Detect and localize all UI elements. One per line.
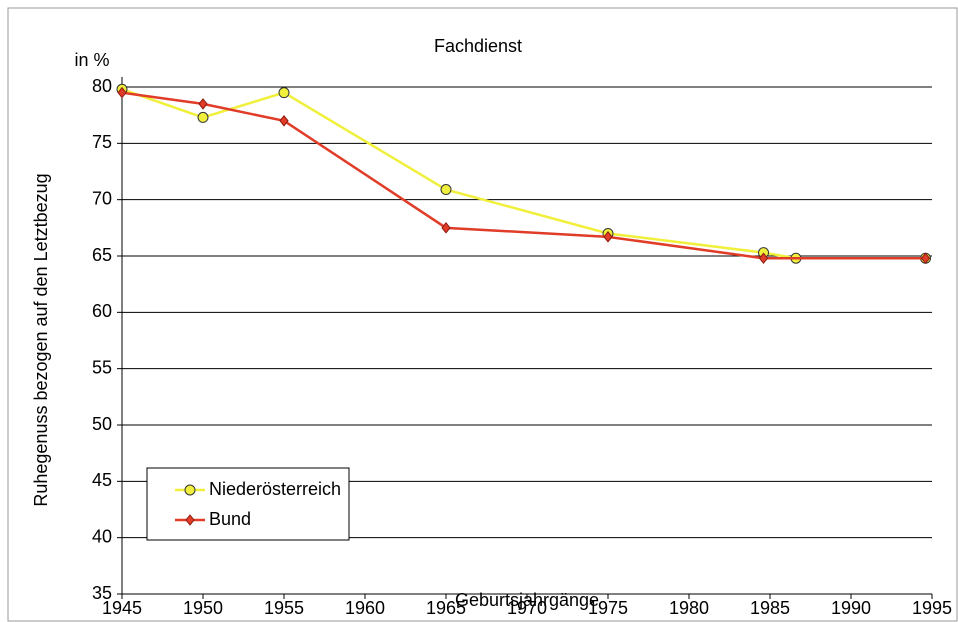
data-point xyxy=(278,87,290,99)
data-point xyxy=(603,231,613,243)
x-tick-label: 1985 xyxy=(750,598,790,618)
x-tick-label: 1960 xyxy=(345,598,385,618)
y-tick-label: 75 xyxy=(92,132,112,152)
x-tick-label: 1990 xyxy=(831,598,871,618)
legend-marker xyxy=(184,484,196,496)
chart-title: Fachdienst xyxy=(434,36,522,56)
x-tick-label: 1945 xyxy=(102,598,142,618)
data-point xyxy=(920,252,931,265)
y-tick-label: 50 xyxy=(92,414,112,434)
y-tick-label: 45 xyxy=(92,470,112,490)
y-tick-label: 55 xyxy=(92,357,112,377)
legend-label: Bund xyxy=(209,509,251,529)
y-tick-label: 80 xyxy=(92,76,112,96)
legend-marker xyxy=(185,514,195,526)
legend-label: Niederösterreich xyxy=(209,479,341,499)
data-point xyxy=(441,222,451,234)
x-tick-label: 1995 xyxy=(912,598,952,618)
x-tick-label: 1965 xyxy=(426,598,466,618)
data-point xyxy=(758,252,769,265)
data-point xyxy=(197,111,209,123)
x-tick-label: 1980 xyxy=(669,598,709,618)
x-tick-label: 1975 xyxy=(588,598,628,618)
data-point xyxy=(117,86,127,99)
x-tick-label: 1955 xyxy=(264,598,304,618)
x-tick-label: 1950 xyxy=(183,598,223,618)
y-axis-label: Ruhegenuss bezogen auf den Letztbezug xyxy=(31,173,51,506)
x-axis-label: Geburtsjahrgänge xyxy=(455,590,599,610)
y-tick-label: 65 xyxy=(92,245,112,265)
data-point xyxy=(440,184,452,196)
y-unit: in % xyxy=(74,50,109,70)
y-tick-label: 35 xyxy=(92,583,112,603)
data-point xyxy=(198,98,208,110)
y-tick-label: 60 xyxy=(92,301,112,321)
y-tick-label: 70 xyxy=(92,188,112,208)
data-point xyxy=(279,114,289,127)
x-tick-label: 1970 xyxy=(507,598,547,618)
y-tick-label: 40 xyxy=(92,526,112,546)
legend-box xyxy=(146,467,350,541)
